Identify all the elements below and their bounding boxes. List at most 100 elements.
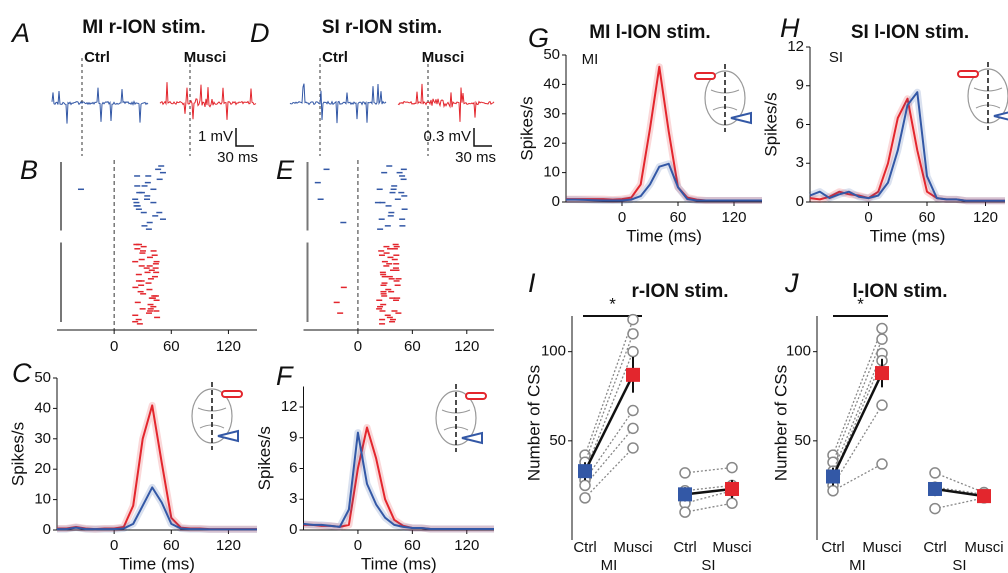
legend-label: Ctrl [84,49,110,66]
mean-marker [578,464,592,479]
individual-point [627,422,639,435]
y-tick-label: 30 [34,430,51,447]
y-tick-label: 100 [541,343,566,360]
panel-letter: G [528,23,549,53]
legend-label: Ctrl [322,49,348,66]
x-tick-label: 0 [354,537,362,554]
x-tick-label: 60 [404,537,421,554]
voltage-trace [159,82,257,120]
y-tick-label: 50 [543,46,560,63]
icon-nerve [217,429,239,443]
significance-label: * [857,294,864,313]
mean-marker [875,366,889,381]
group-label: MI [849,557,866,573]
x-tick-label: Ctrl [821,539,844,556]
y-axis-label: Number of CSs [771,365,790,481]
individual-link [832,463,883,492]
y-tick-label: 3 [796,154,804,171]
x-tick-label: 120 [721,209,746,226]
individual-point [827,485,839,497]
scale-label: 30 ms [217,149,258,166]
annotation: SI [829,49,843,66]
individual-point [579,492,591,504]
panel-letter: E [276,155,295,185]
mean-link [831,372,884,478]
x-tick-label: 0 [354,338,362,355]
individual-point [627,442,639,454]
mouse-icon [694,64,752,132]
y-tick-label: 50 [794,432,811,449]
y-tick-label: 10 [543,164,560,181]
individual-link [684,490,733,504]
y-tick-label: 40 [34,399,51,416]
individual-point [627,313,639,326]
mean-marker [678,487,692,502]
individual-link [934,472,985,494]
individual-point [627,404,639,417]
group-label: MI [601,557,618,573]
y-axis-label: Spikes/s [761,92,780,156]
series-line [303,426,494,530]
y-tick-label: 100 [786,343,811,360]
y-tick-label: 20 [34,460,51,477]
group-label: SI [701,557,715,573]
sem-band [566,160,762,204]
y-tick-label: 0 [552,193,560,210]
icon-stimulator [957,70,979,78]
individual-link [832,353,883,472]
panel-title: SI l-ION stim. [851,22,969,43]
icon-stimulator [465,392,487,400]
voltage-trace [51,87,149,124]
mean-marker [977,489,991,504]
x-axis-label: Time (ms) [361,554,437,573]
x-axis-label: Time (ms) [626,226,702,245]
scale-label: 0.3 mV [423,128,471,145]
y-tick-label: 50 [34,369,51,386]
y-tick-label: 3 [289,490,297,507]
sem-band [303,424,494,533]
individual-link [832,328,883,456]
scale-label: 1 mV [198,128,233,145]
panel-letter: D [250,18,270,48]
x-tick-label: 60 [163,338,180,355]
scale-bar [235,128,254,147]
panel-letter: F [276,361,294,391]
individual-point [579,479,591,492]
mouse-icon [957,62,1008,130]
x-tick-label: 60 [919,209,936,226]
individual-link [584,447,634,499]
y-tick-label: 30 [543,105,560,122]
legend-label: Musci [422,49,465,66]
panel-title: MI r-ION stim. [82,17,206,38]
mouse-icon [435,384,487,452]
x-tick-label: Ctrl [673,539,696,556]
individual-link [684,502,733,513]
individual-point [726,461,738,474]
icon-stimulator [221,390,243,398]
individual-point [627,328,639,340]
icon-stimulator [694,72,716,80]
series-line [566,162,762,202]
x-tick-label: 60 [670,209,687,226]
series-line [303,431,494,530]
x-tick-label: Musci [613,539,652,556]
y-tick-label: 0 [796,193,804,210]
x-tick-label: Musci [964,539,1003,556]
x-tick-label: 60 [163,537,180,554]
y-tick-label: 40 [543,75,560,92]
x-axis-label: Time (ms) [119,554,195,573]
x-tick-label: Ctrl [923,539,946,556]
individual-link [584,427,634,486]
x-tick-label: 0 [110,537,118,554]
panel-title: l-ION stim. [852,281,947,302]
y-tick-label: 12 [787,38,804,55]
y-tick-label: 20 [543,134,560,151]
individual-point [876,399,888,411]
y-tick-label: 0 [289,521,297,538]
individual-point [876,458,888,470]
mean-marker [826,469,840,484]
x-tick-label: 120 [973,209,998,226]
x-tick-label: 120 [216,537,241,554]
mean-marker [725,481,739,496]
y-axis-label: Spikes/s [8,422,27,486]
